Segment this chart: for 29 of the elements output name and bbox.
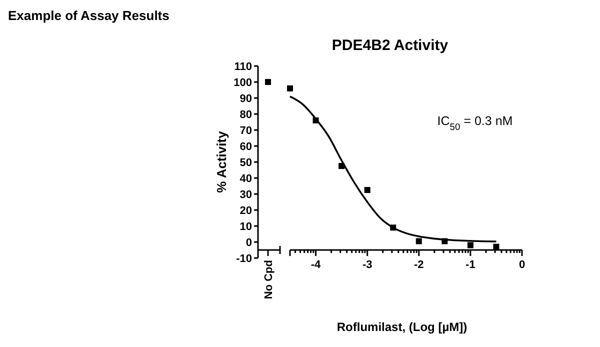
point xyxy=(416,238,422,244)
chart-title: PDE4B2 Activity xyxy=(332,37,449,54)
y-tick-label: 40 xyxy=(240,172,252,185)
y-tick-label: 50 xyxy=(240,156,252,169)
x-tick-label: -4 xyxy=(310,259,322,271)
x-tick-label: -3 xyxy=(362,259,372,271)
y-tick-label: 70 xyxy=(240,124,252,137)
annotation: IC$_{50}$ = 0.3 nM xyxy=(437,114,513,132)
text: Example of Assay Results xyxy=(8,8,170,23)
y-tick-label: -10 xyxy=(236,252,252,265)
x-axis-title: Roflumilast, (Log [µM]) xyxy=(336,320,468,334)
y-tick-label: 80 xyxy=(240,108,252,121)
y-axis-title: % Activity xyxy=(214,130,229,193)
point xyxy=(493,244,500,250)
y-tick-label: 90 xyxy=(240,92,252,105)
y-tick-label: 100 xyxy=(234,76,252,89)
point xyxy=(364,187,370,193)
x-tick-label: 0 xyxy=(518,259,526,271)
x-tick-label: -2 xyxy=(414,259,424,271)
y-tick-label: 10 xyxy=(240,220,252,233)
y-tick-label: 110 xyxy=(234,60,252,73)
point xyxy=(467,242,474,248)
y-tick-label: 30 xyxy=(240,188,252,201)
point xyxy=(287,85,293,92)
y-tick-label: 20 xyxy=(240,204,252,217)
x-tick-label: -1 xyxy=(466,259,476,271)
y-tick-label: 0 xyxy=(246,236,252,249)
x-tick-label: No Cpd xyxy=(263,260,275,300)
y-tick-label: 60 xyxy=(240,140,252,153)
